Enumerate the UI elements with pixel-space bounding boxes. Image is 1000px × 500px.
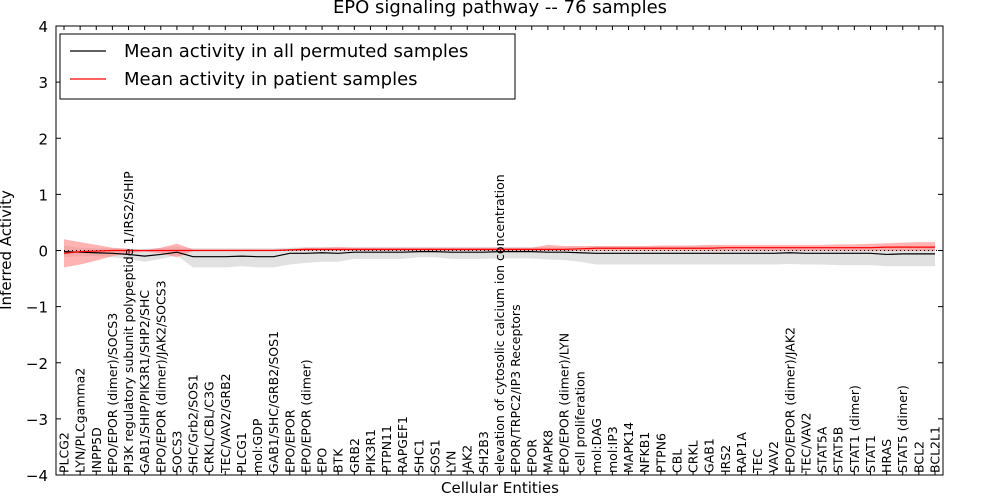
x-tick-label: STAT5B — [831, 427, 846, 473]
y-tick-label: −2 — [26, 355, 48, 373]
y-tick-label: 4 — [38, 18, 48, 36]
x-axis: PLCG2 LYN/PLCgamma2 INPP5D EPO/EPOR (dimer)… — [57, 26, 943, 475]
series-line-permuted — [63, 251, 935, 258]
x-tick-label: EPO/EPOR (dimer)/JAK2 — [782, 327, 797, 473]
x-tick-label: PLCG1 — [234, 432, 249, 473]
x-tick-label: CRKL/CBL/C3G — [202, 381, 217, 473]
series-line-patient — [63, 246, 935, 254]
x-tick-label: LYN/PLCgamma2 — [73, 368, 88, 473]
x-tick-label: PIK3R1 — [363, 429, 378, 473]
confidence-bands — [64, 239, 935, 268]
x-tick-label: mol:DAG — [589, 418, 604, 473]
x-tick-label: STAT5A — [815, 426, 830, 473]
y-tick-label: −3 — [26, 411, 48, 429]
x-tick-label: CRKL — [686, 440, 701, 473]
legend-label-patient: Mean activity in patient samples — [124, 69, 418, 90]
x-tick-label: SHC/Grb2/SOS1 — [186, 374, 201, 473]
y-tick-label: 2 — [38, 130, 48, 148]
x-tick-label: GAB1 — [702, 438, 717, 473]
x-tick-label: EPO/EPOR (dimer)/JAK2/SOCS3 — [153, 280, 168, 473]
x-tick-label: STAT1 — [863, 435, 878, 473]
y-tick-label: 1 — [38, 186, 48, 204]
y-axis-label: Inferred Activity — [0, 190, 15, 310]
x-tick-label: RAPGEF1 — [395, 416, 410, 473]
x-tick-label: CBL — [669, 449, 684, 473]
legend-box — [59, 33, 516, 100]
x-tick-label: EPOR/TRPC2/IP3 Receptors — [508, 304, 523, 473]
x-tick-label: SOCS3 — [169, 431, 184, 473]
x-tick-label: MAPK8 — [540, 430, 555, 473]
x-tick-label: GAB1/SHC/GRB2/SOS1 — [266, 331, 281, 473]
x-tick-label: LYN — [444, 451, 459, 473]
x-tick-label: elevation of cytosolic calcium ion conce… — [492, 174, 507, 473]
y-axis: −4 −3 −2 −1 0 1 2 3 4 — [26, 18, 943, 485]
x-tick-label: EPO — [315, 448, 330, 473]
x-tick-label: cell proliferation — [573, 371, 588, 473]
x-tick-label: BTK — [331, 448, 346, 473]
x-tick-label: GRB2 — [347, 438, 362, 473]
band-patient — [64, 239, 935, 268]
x-tick-label: SOS1 — [427, 439, 442, 473]
x-tick-label: STAT1 (dimer) — [847, 385, 862, 473]
y-tick-label: −1 — [26, 299, 48, 317]
x-tick-label: MAPK14 — [621, 422, 636, 473]
x-tick-label: mol:GDP — [250, 418, 265, 473]
x-tick-label: TEC/VAV2/GRB2 — [218, 373, 233, 474]
x-tick-label: TEC — [750, 448, 765, 474]
x-tick-label: IRS2 — [718, 445, 733, 473]
x-tick-label: PLCG2 — [57, 432, 72, 473]
y-tick-label: 0 — [38, 243, 48, 261]
x-tick-label: GAB1/SHIP/PIK3R1/SHP2/SHC — [137, 290, 152, 473]
series-lines — [63, 246, 935, 258]
x-tick-label: EPO/EPOR (dimer)/SOCS3 — [105, 313, 120, 473]
x-tick-label: PTPN6 — [653, 433, 668, 473]
x-tick-label: VAV2 — [766, 441, 781, 473]
x-tick-label: HRAS — [879, 439, 894, 473]
x-tick-label: PI3K regulatory subunit polypeptide 1/IR… — [121, 171, 136, 473]
x-tick-label: PTPN11 — [379, 425, 394, 473]
legend-label-permuted: Mean activity in all permuted samples — [124, 41, 468, 62]
x-tick-label: TEC/VAV2 — [798, 413, 813, 474]
x-tick-label: SH2B3 — [476, 431, 491, 473]
x-tick-label: EPO/EPOR (dimer) — [298, 359, 313, 473]
x-tick-label: NFKB1 — [637, 432, 652, 473]
x-tick-label: EPOR — [524, 439, 539, 473]
legend: Mean activity in all permuted samples Me… — [59, 33, 516, 100]
x-tick-label: BCL2 — [911, 441, 926, 473]
x-tick-label: BCL2L1 — [928, 426, 943, 473]
y-tick-label: −4 — [26, 467, 48, 485]
x-tick-label: EPO/EPOR — [282, 409, 297, 473]
x-tick-label: SHC1 — [411, 439, 426, 473]
x-tick-label: STAT5 (dimer) — [895, 385, 910, 473]
x-tick-label: RAP1A — [734, 432, 749, 473]
x-tick-label: mol:IP3 — [605, 426, 620, 473]
x-axis-label: Cellular Entities — [441, 479, 559, 497]
chart-title: EPO signaling pathway -- 76 samples — [333, 0, 667, 18]
x-tick-label: INPP5D — [89, 427, 104, 473]
y-tick-label: 3 — [38, 74, 48, 92]
x-tick-label: JAK2 — [460, 445, 475, 474]
x-tick-label: EPO/EPOR (dimer)/LYN — [557, 333, 572, 473]
